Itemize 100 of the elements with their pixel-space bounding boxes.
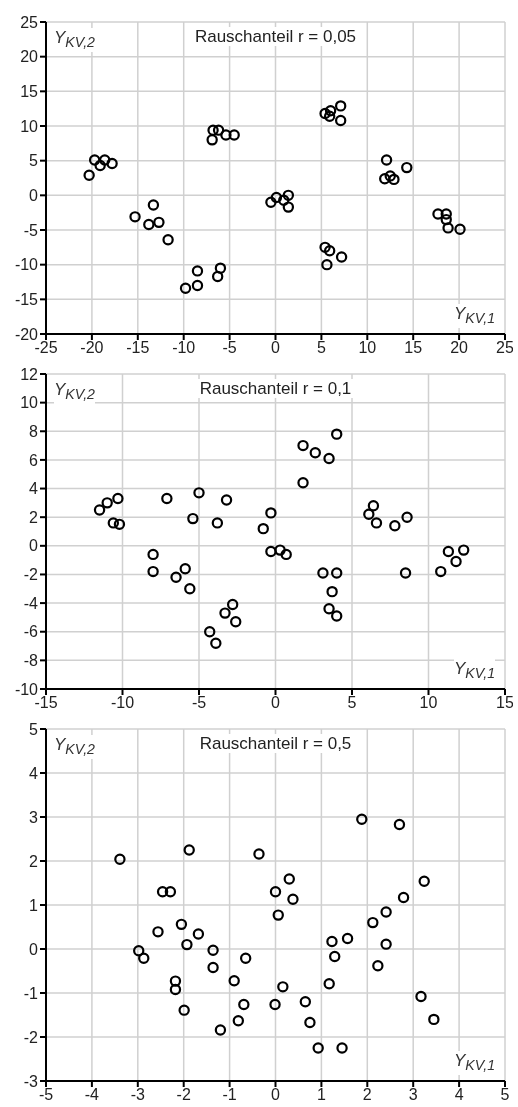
point	[329, 950, 341, 963]
point	[113, 518, 126, 531]
point	[162, 234, 174, 246]
point	[323, 978, 335, 990]
point	[101, 497, 113, 509]
point	[282, 201, 295, 213]
y-tick-label: 15	[20, 83, 39, 101]
point	[274, 544, 286, 556]
point	[257, 522, 269, 535]
point	[88, 154, 101, 166]
point	[164, 886, 177, 898]
point	[323, 603, 335, 615]
x-tick-label: 5	[316, 339, 326, 357]
point	[415, 990, 427, 1003]
point	[183, 844, 195, 856]
point	[83, 169, 95, 181]
x-axis-title: Y$_{KV,1}$	[454, 1051, 495, 1076]
point	[265, 507, 277, 519]
point	[397, 891, 410, 904]
point	[179, 563, 191, 575]
chart-title: Rauschanteil r = 0,5	[197, 734, 354, 753]
y-tick-label: -4	[23, 594, 39, 612]
y-axis-title: Y$_{KV,2}$	[54, 28, 95, 53]
point	[440, 208, 452, 220]
point	[175, 918, 188, 931]
point	[335, 251, 348, 263]
point	[280, 548, 292, 561]
y-tick-label: 0	[29, 940, 39, 958]
point	[297, 477, 309, 489]
point	[331, 428, 343, 440]
point	[319, 241, 331, 254]
point	[334, 114, 347, 127]
point	[265, 545, 277, 558]
x-tick-label: 0	[271, 694, 281, 712]
x-tick-label: 0	[271, 339, 281, 357]
point	[191, 279, 204, 292]
point	[187, 512, 199, 525]
point	[389, 520, 401, 532]
point	[319, 107, 331, 120]
point	[435, 565, 447, 578]
point	[399, 567, 412, 579]
x-tick-label: -3	[130, 1086, 146, 1104]
point	[380, 906, 392, 918]
point	[454, 223, 466, 236]
y-axis-title: Y$_{KV,2}$	[54, 380, 95, 405]
x-tick-label: -20	[80, 339, 104, 357]
y-axis-title: Y$_{KV,2}$	[54, 735, 95, 760]
point	[207, 124, 219, 136]
y-tick-label: 4	[29, 480, 39, 498]
y-tick-label: 5	[29, 720, 39, 738]
point	[178, 1004, 190, 1016]
y-tick-label: 1	[29, 896, 39, 914]
y-tick-label: -8	[23, 652, 39, 670]
point	[206, 134, 218, 146]
y-tick-label: -6	[23, 623, 39, 641]
point	[323, 452, 335, 465]
point	[269, 998, 281, 1011]
y-tick-label: -2	[23, 1028, 39, 1046]
point	[372, 960, 384, 972]
point	[380, 154, 393, 166]
y-tick-label: -1	[23, 984, 39, 1002]
point	[442, 222, 454, 234]
point	[428, 1013, 440, 1026]
point	[253, 848, 265, 860]
point	[179, 282, 192, 294]
point	[356, 813, 368, 825]
point	[152, 926, 164, 938]
point	[170, 571, 182, 584]
y-tick-label: 20	[20, 48, 39, 66]
point	[367, 916, 379, 929]
x-tick-label: 4	[454, 1086, 464, 1104]
x-tick-label: 1	[316, 1086, 326, 1104]
point	[278, 194, 290, 206]
point	[418, 875, 430, 887]
point	[270, 191, 283, 204]
point	[212, 124, 225, 136]
point	[312, 1042, 324, 1054]
point	[232, 1015, 245, 1027]
point	[94, 159, 106, 172]
point	[153, 216, 165, 229]
point	[393, 818, 406, 831]
point	[321, 258, 333, 271]
point	[440, 213, 452, 226]
point	[211, 270, 224, 283]
y-tick-label: 10	[20, 117, 39, 135]
y-tick-label: 10	[20, 394, 39, 412]
point	[239, 952, 252, 964]
point	[323, 245, 336, 257]
point	[143, 218, 155, 231]
point	[107, 517, 120, 529]
point	[272, 909, 284, 921]
point	[326, 935, 338, 948]
x-tick-label: 5	[347, 694, 357, 712]
point	[192, 928, 205, 940]
y-tick-label: 2	[29, 852, 39, 870]
point	[161, 492, 173, 505]
x-axis-title: Y$_{KV,1}$	[454, 659, 495, 684]
point	[156, 886, 169, 898]
point	[220, 494, 233, 506]
point	[287, 893, 299, 905]
